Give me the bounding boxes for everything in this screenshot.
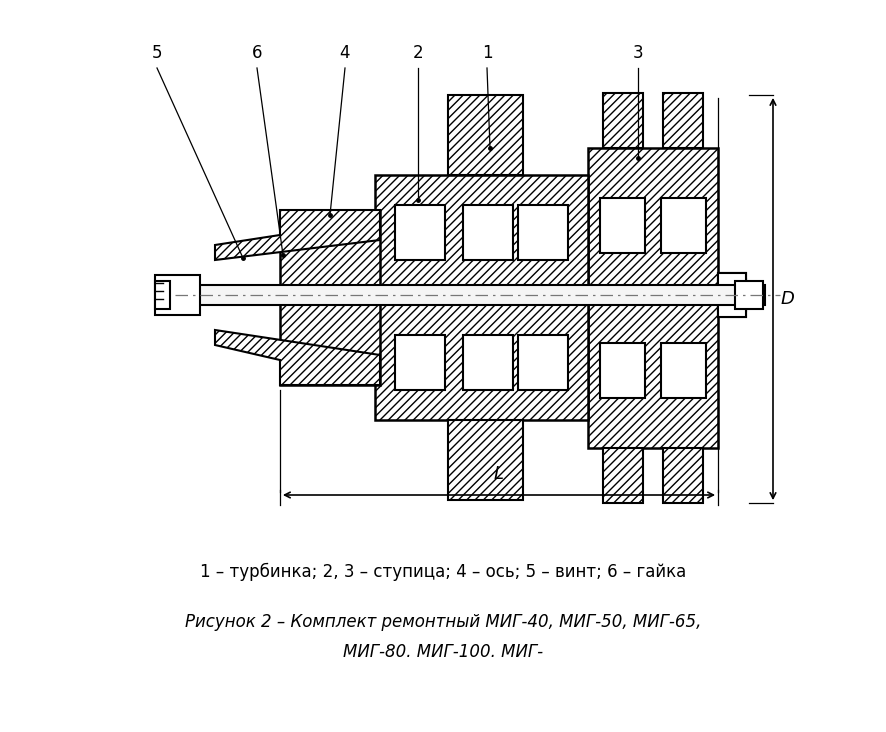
Bar (394, 335, 445, 390)
Text: МИГ-80. МИГ-100. МИГ-: МИГ-80. МИГ-100. МИГ- (343, 643, 542, 661)
Text: 1 – турбинка; 2, 3 – ступица; 4 – ось; 5 – винт; 6 – гайка: 1 – турбинка; 2, 3 – ступица; 4 – ось; 5… (199, 563, 686, 581)
Bar (602, 93, 642, 148)
Text: 1: 1 (481, 44, 492, 62)
Bar (517, 205, 567, 260)
Bar (602, 448, 642, 503)
Bar (195, 285, 764, 305)
Text: 3: 3 (632, 44, 642, 62)
Polygon shape (214, 330, 379, 385)
Bar (717, 273, 745, 317)
Bar (587, 148, 717, 448)
Bar (517, 335, 567, 390)
Bar (660, 198, 705, 253)
Text: 5: 5 (152, 44, 162, 62)
Text: 6: 6 (252, 44, 262, 62)
Bar (660, 343, 705, 398)
Bar (155, 275, 199, 315)
Text: 4: 4 (339, 44, 350, 62)
Bar (462, 205, 512, 260)
Text: L: L (494, 465, 503, 483)
Bar (717, 273, 745, 317)
Bar (155, 281, 170, 309)
Bar (280, 210, 379, 385)
Bar (599, 343, 644, 398)
Bar (447, 95, 523, 175)
Text: 2: 2 (412, 44, 423, 62)
Bar (599, 198, 644, 253)
Bar (394, 205, 445, 260)
Text: D: D (780, 290, 794, 308)
Bar (375, 175, 587, 420)
Bar (734, 281, 762, 309)
Bar (662, 93, 703, 148)
Polygon shape (214, 210, 379, 260)
Text: Рисунок 2 – Комплект ремонтный МИГ-40, МИГ-50, МИГ-65,: Рисунок 2 – Комплект ремонтный МИГ-40, М… (184, 613, 701, 631)
Bar (462, 335, 512, 390)
Bar (662, 448, 703, 503)
Bar (447, 420, 523, 500)
Bar (717, 279, 745, 311)
